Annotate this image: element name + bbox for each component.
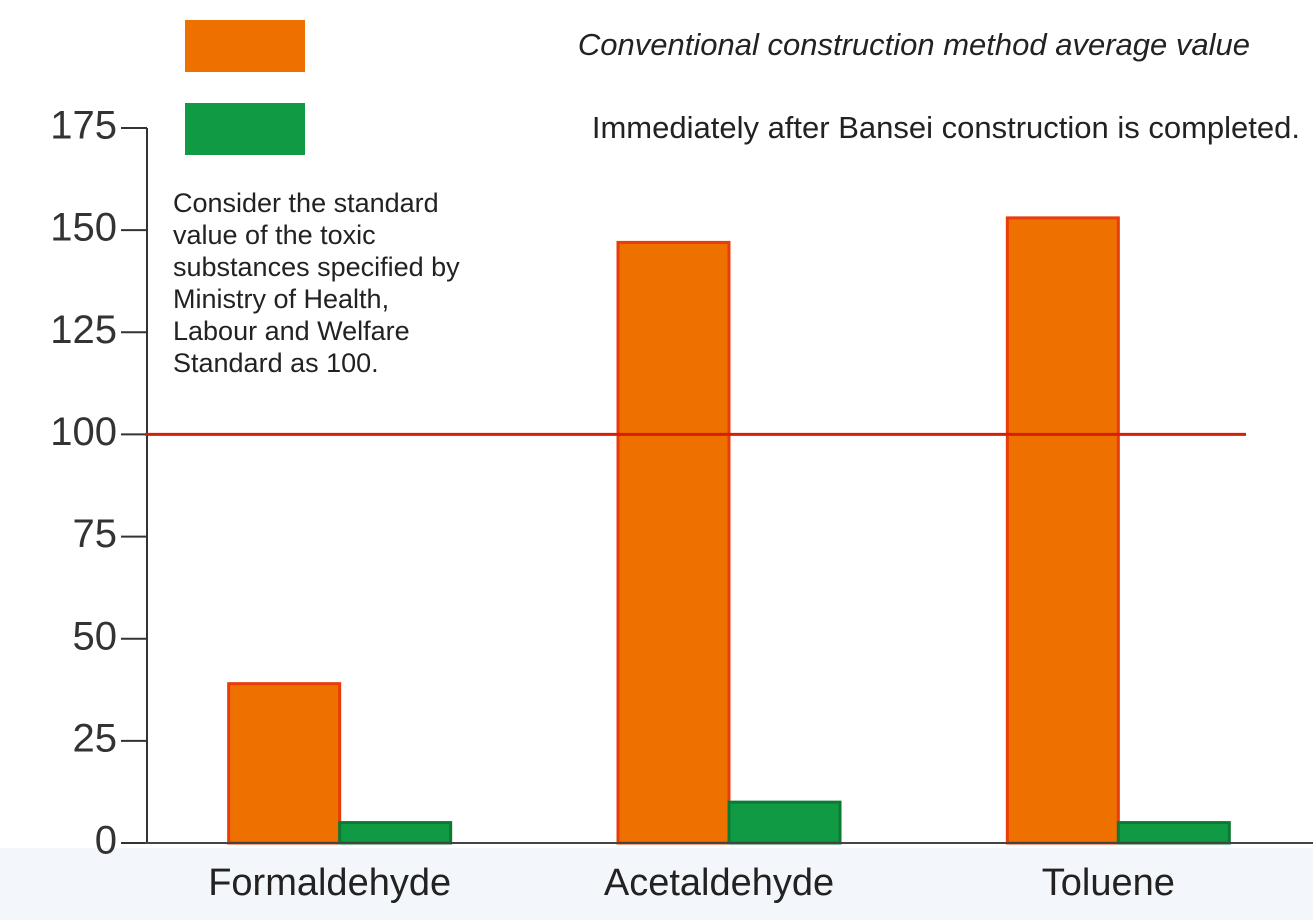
x-tick-label: Toluene (1042, 862, 1175, 904)
y-tick-label: 125 (50, 308, 117, 352)
y-tick-label: 0 (95, 819, 117, 863)
legend-swatch (185, 103, 305, 155)
y-tick-label: 25 (73, 716, 118, 760)
bar (338, 821, 453, 845)
y-tick-label: 175 (50, 104, 117, 148)
bar (227, 682, 342, 845)
annotation: Ministry of Health, (173, 284, 389, 314)
bar (1005, 216, 1120, 845)
y-tick-label: 150 (50, 206, 117, 250)
y-tick-label: 100 (50, 410, 117, 454)
x-tick-label: Formaldehyde (208, 862, 451, 904)
bar (1116, 821, 1231, 845)
bar (727, 800, 842, 845)
category-band (0, 848, 1313, 920)
annotation: substances specified by (173, 252, 460, 282)
y-tick-label: 75 (73, 512, 118, 556)
annotation: Standard as 100. (173, 348, 379, 378)
annotation: value of the toxic (173, 220, 376, 250)
y-tick-label: 50 (73, 614, 118, 658)
legend-swatch (185, 20, 305, 72)
legend-label: Conventional construction method average… (578, 27, 1250, 62)
annotation: Labour and Welfare (173, 316, 410, 346)
annotation: Consider the standard (173, 188, 439, 218)
bar (616, 240, 731, 845)
legend-label: Immediately after Bansei construction is… (592, 110, 1300, 145)
x-tick-label: Acetaldehyde (604, 862, 834, 904)
